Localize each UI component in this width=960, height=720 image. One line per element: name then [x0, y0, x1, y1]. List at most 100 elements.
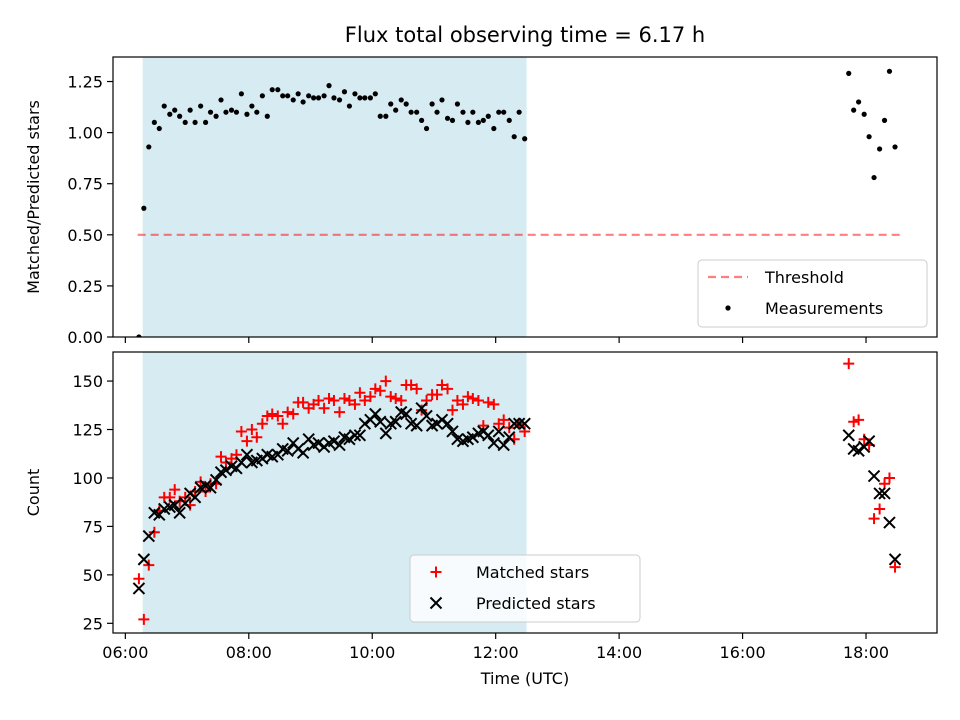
x-tick-label: 16:00 — [720, 643, 766, 662]
matched-point — [442, 383, 454, 395]
predicted-point — [507, 417, 521, 430]
predicted-point — [410, 419, 423, 432]
matched-point — [472, 394, 484, 406]
matched-point — [889, 561, 901, 573]
matched-point — [482, 396, 494, 408]
predicted-point — [415, 401, 428, 415]
measurement-point — [485, 113, 491, 119]
predicted-point — [327, 434, 341, 448]
y-tick-label: 75 — [83, 517, 103, 536]
predicted-point — [852, 444, 865, 458]
matched-point — [323, 393, 335, 405]
measurement-point — [388, 101, 394, 107]
matched-point — [467, 393, 479, 405]
measurement-point — [238, 91, 244, 97]
matched-point — [148, 526, 160, 538]
matched-point — [246, 424, 258, 436]
predicted-point — [878, 487, 891, 500]
measurement-point — [444, 115, 451, 121]
predicted-point — [343, 432, 356, 446]
matched-point — [369, 383, 381, 395]
measurement-point — [141, 205, 147, 211]
matched-point — [354, 387, 366, 399]
measurement-point — [414, 109, 420, 115]
y-tick-label: 100 — [72, 469, 103, 488]
predicted-point — [281, 444, 294, 458]
measurement-point — [383, 113, 389, 119]
predicted-point — [240, 448, 254, 461]
measurement-point — [408, 109, 414, 115]
measurement-point — [156, 125, 162, 132]
measurement-point — [187, 107, 193, 113]
measurement-point — [315, 95, 322, 101]
measurement-point — [454, 101, 461, 107]
matched-point — [843, 358, 855, 370]
measurement-point — [233, 109, 240, 115]
measurement-point — [886, 68, 893, 74]
measurement-point — [876, 146, 883, 152]
series-predicted-stars — [132, 401, 902, 595]
matched-point — [374, 385, 386, 397]
measurement-point — [861, 111, 867, 117]
series-measurements — [136, 68, 898, 337]
matched-point — [462, 391, 474, 403]
predicted-point — [435, 413, 449, 427]
predicted-point — [137, 553, 151, 566]
measurement-point — [398, 97, 404, 103]
count-panel: 25 50 75 100 125 150 06:00 08:00 10:00 12:00 14:00… — [24, 351, 938, 688]
measurement-point — [372, 91, 378, 97]
measurement-point — [167, 111, 173, 117]
measurement-point — [846, 70, 852, 76]
matched-point — [498, 414, 510, 426]
matched-point — [385, 391, 397, 403]
matched-point — [853, 414, 865, 426]
matched-point — [868, 513, 880, 525]
legend: Matched stars Predicted stars — [409, 554, 641, 623]
measurement-point — [496, 109, 502, 115]
x-tick-label: 12:00 — [473, 643, 519, 662]
matched-point — [328, 394, 340, 406]
measurement-point — [511, 134, 517, 140]
x-tick-label: 08:00 — [226, 643, 272, 662]
predicted-point — [333, 438, 346, 452]
measurement-point — [228, 107, 235, 113]
matched-point — [395, 394, 407, 406]
predicted-point — [296, 446, 310, 459]
measurement-point — [151, 119, 157, 126]
measurement-point — [866, 134, 872, 140]
measurement-point — [285, 93, 291, 99]
measurement-point — [501, 109, 507, 115]
predicted-point — [482, 429, 495, 442]
measurement-point — [326, 83, 332, 89]
ratio-panel: 0.00 0.25 0.50 0.75 1.00 1.25 Matched/Predicte… — [24, 56, 938, 347]
matched-point — [457, 398, 469, 410]
measurement-point — [218, 97, 224, 103]
matched-point — [380, 375, 392, 387]
measurement-point — [280, 93, 286, 99]
predicted-point — [132, 582, 146, 595]
matched-point — [169, 484, 181, 496]
matched-point — [883, 472, 895, 484]
matched-point — [261, 410, 273, 422]
measurement-point — [275, 87, 281, 93]
y-tick-label: 0.25 — [67, 277, 103, 296]
legend-measurements-swatch — [725, 305, 731, 311]
measurement-point — [419, 117, 425, 123]
predicted-point — [379, 427, 393, 440]
measurement-point — [136, 334, 142, 337]
y-tick-label: 25 — [83, 614, 103, 633]
measurement-point — [290, 97, 296, 103]
matched-point — [338, 393, 350, 405]
predicted-point — [358, 417, 372, 430]
matched-point — [451, 394, 463, 406]
matched-point — [272, 410, 284, 422]
measurement-point — [146, 144, 152, 150]
predicted-point — [420, 409, 433, 423]
predicted-point — [168, 498, 181, 512]
matched-point — [405, 379, 417, 391]
measurement-point — [470, 109, 476, 115]
measurement-point — [871, 174, 877, 181]
predicted-point — [204, 481, 217, 494]
measurement-point — [439, 97, 445, 103]
y-tick-label: 0.75 — [67, 175, 103, 194]
